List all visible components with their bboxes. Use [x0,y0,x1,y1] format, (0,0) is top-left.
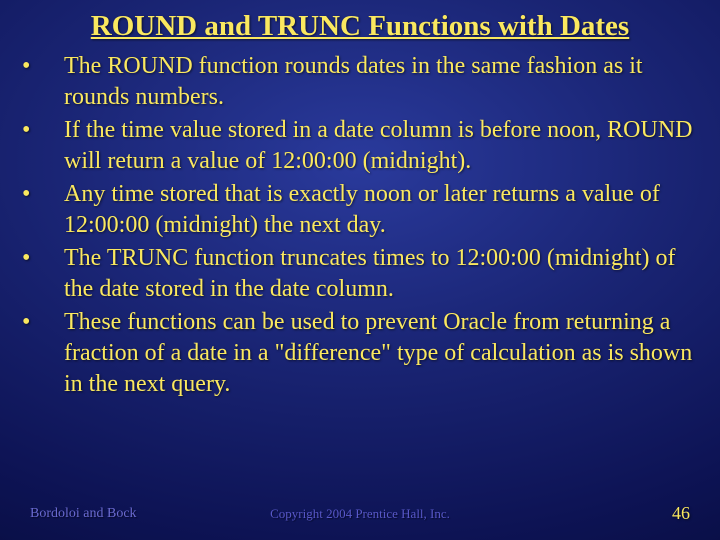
bullet-text: These functions can be used to prevent O… [64,307,702,400]
footer-author: Bordoloi and Bock [30,506,137,522]
bullet-marker: • [18,115,64,146]
bullet-marker: • [18,243,64,274]
list-item: • The TRUNC function truncates times to … [18,243,702,305]
slide-number: 46 [672,503,690,524]
bullet-text: The ROUND function rounds dates in the s… [64,51,702,113]
bullet-text: If the time value stored in a date colum… [64,115,702,177]
bullet-text: The TRUNC function truncates times to 12… [64,243,702,305]
footer-copyright: Copyright 2004 Prentice Hall, Inc. [270,506,450,522]
list-item: • Any time stored that is exactly noon o… [18,179,702,241]
list-item: • These functions can be used to prevent… [18,307,702,400]
list-item: • If the time value stored in a date col… [18,115,702,177]
slide-title: ROUND and TRUNC Functions with Dates [0,0,720,51]
list-item: • The ROUND function rounds dates in the… [18,51,702,113]
bullet-marker: • [18,307,64,338]
bullet-list: • The ROUND function rounds dates in the… [0,51,720,400]
slide-footer: Bordoloi and Bock Copyright 2004 Prentic… [0,503,720,524]
bullet-marker: • [18,179,64,210]
bullet-marker: • [18,51,64,82]
bullet-text: Any time stored that is exactly noon or … [64,179,702,241]
